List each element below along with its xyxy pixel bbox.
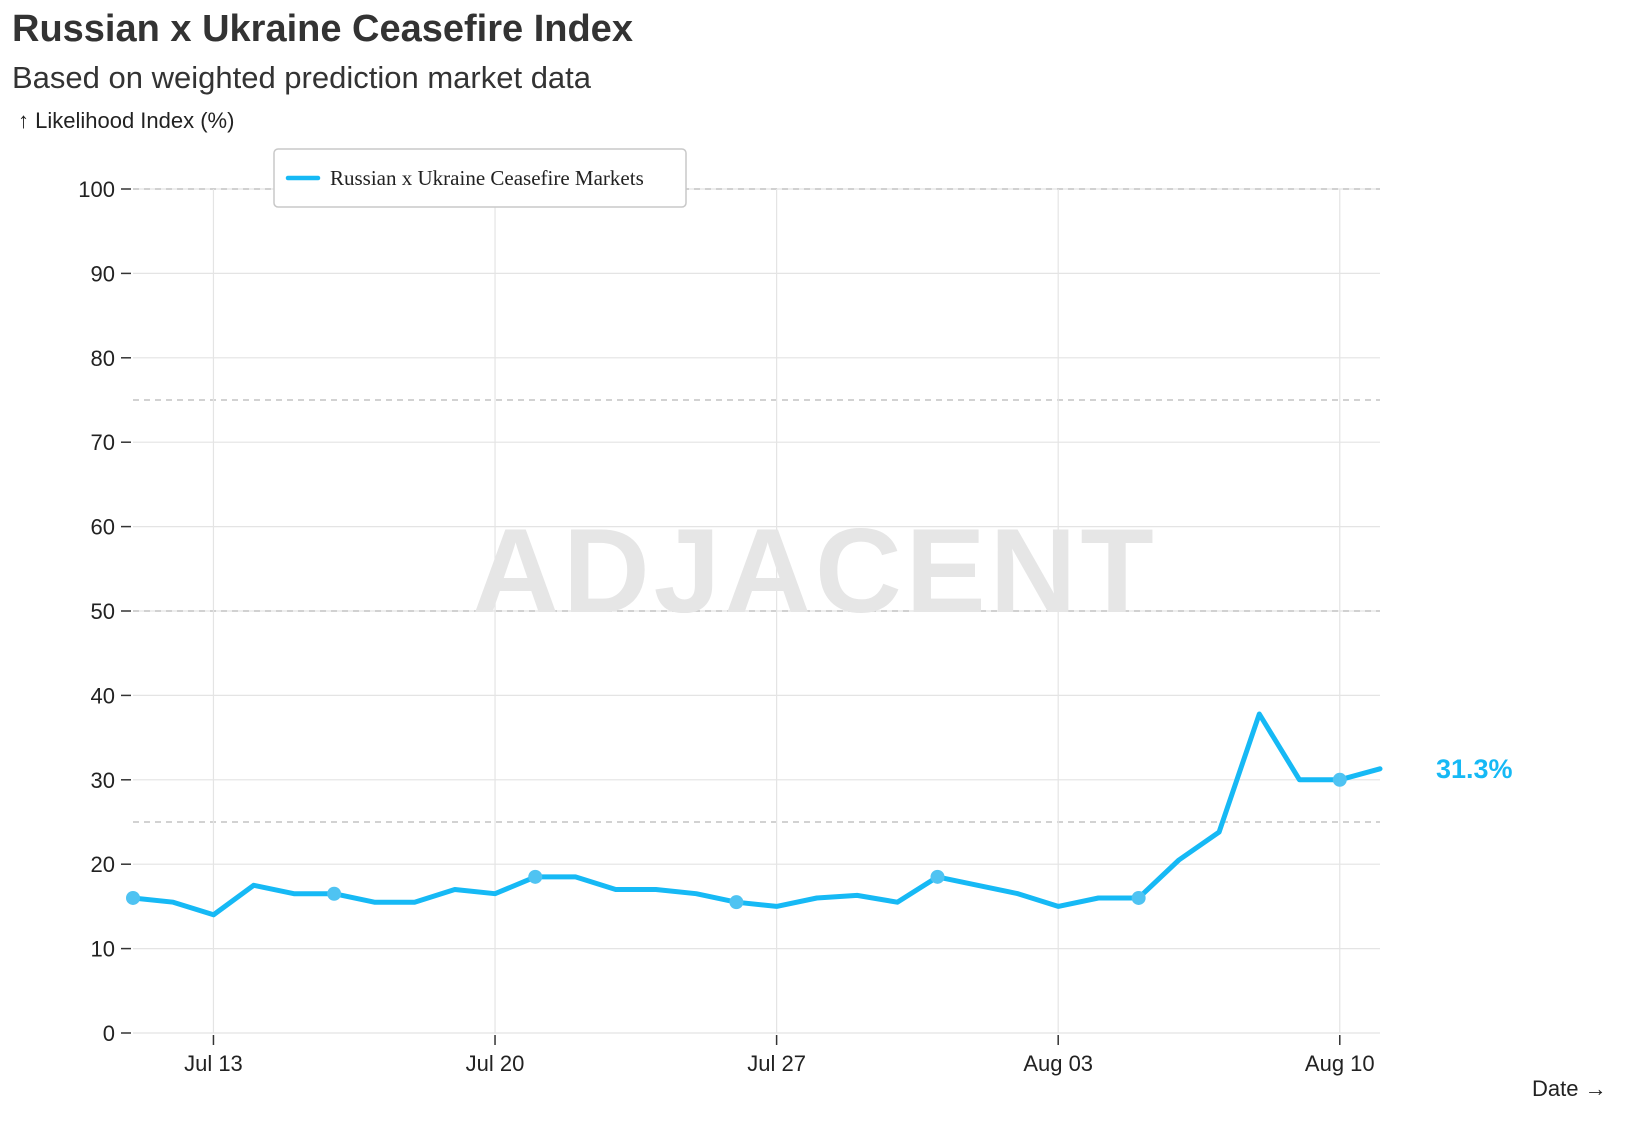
- x-tick-label: Aug 03: [1023, 1051, 1093, 1076]
- legend-label: Russian x Ukraine Ceasefire Markets: [330, 166, 644, 190]
- data-point: [1131, 890, 1146, 905]
- y-tick-label: 100: [78, 177, 115, 202]
- axis-layer: 0 10 20 30 40 50 60 70 80 90 100 Jul 13 Jul 20 Jul 27…: [78, 177, 1374, 1076]
- x-tick-label: Jul 27: [747, 1051, 806, 1076]
- data-point: [1332, 772, 1347, 787]
- data-point: [327, 886, 342, 901]
- data-point: [126, 890, 140, 905]
- y-tick-label: 0: [103, 1021, 115, 1046]
- y-axis-label: ↑ Likelihood Index (%): [18, 108, 235, 133]
- x-tick-label: Jul 13: [184, 1051, 243, 1076]
- series-layer: [126, 711, 1383, 918]
- x-tick-label: Aug 10: [1305, 1051, 1375, 1076]
- data-point: [930, 869, 945, 884]
- grid-layer: [133, 188, 1380, 1034]
- chart-title: Russian x Ukraine Ceasefire Index: [12, 8, 633, 50]
- y-tick-label: 50: [91, 599, 115, 624]
- data-point: [729, 895, 744, 910]
- data-point: [528, 869, 543, 884]
- legend: Russian x Ukraine Ceasefire Markets: [273, 148, 687, 208]
- legend-box: [273, 148, 687, 208]
- y-tick-label: 80: [91, 346, 115, 371]
- x-axis-label: Date →: [1532, 1076, 1607, 1101]
- x-tick-label: Jul 20: [466, 1051, 525, 1076]
- last-value-label: 31.3%: [1436, 754, 1513, 784]
- y-tick-label: 70: [91, 430, 115, 455]
- chart-subtitle: Based on weighted prediction market data: [12, 60, 592, 95]
- y-tick-label: 90: [91, 261, 115, 286]
- y-tick-label: 60: [91, 515, 115, 540]
- series-line: [130, 711, 1383, 918]
- watermark-text: ADJACENT: [472, 504, 1157, 638]
- y-tick-label: 40: [91, 683, 115, 708]
- y-tick-label: 10: [91, 937, 115, 962]
- y-tick-label: 20: [91, 852, 115, 877]
- y-tick-label: 30: [91, 768, 115, 793]
